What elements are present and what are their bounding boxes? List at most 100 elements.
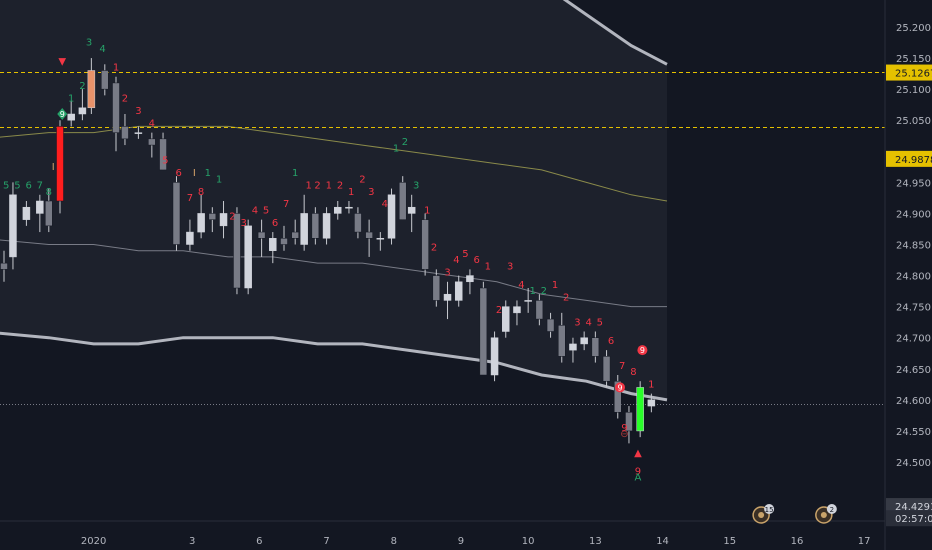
- candle: [602, 350, 611, 388]
- count-label: 7: [37, 181, 43, 192]
- candle: [101, 64, 109, 96]
- candle-body: [9, 194, 17, 258]
- candle: [121, 114, 129, 146]
- candle: [219, 201, 228, 239]
- candle-body: [502, 306, 510, 332]
- price-label-bg: [886, 498, 932, 515]
- candle: [56, 120, 64, 214]
- candle: [535, 294, 544, 326]
- count-label: 1: [205, 168, 211, 179]
- candle: [569, 337, 577, 363]
- candle: [636, 381, 644, 438]
- candle: [365, 219, 373, 257]
- candle: [172, 176, 181, 251]
- price-label-text: 02:57:09: [895, 514, 932, 525]
- count-label: 2: [431, 243, 437, 254]
- event-badge-count-bg: [826, 504, 837, 514]
- time-tick-label: 10: [522, 536, 535, 547]
- event-badge-count-bg: [764, 504, 775, 514]
- count-label: I: [52, 162, 55, 173]
- candle-body: [22, 206, 31, 220]
- candle: [398, 176, 407, 220]
- event-badge-core: [820, 512, 827, 518]
- candle-body: [148, 138, 156, 146]
- candle: [257, 219, 266, 257]
- candle-body: [387, 194, 396, 239]
- count-label: I: [193, 168, 196, 179]
- candle-body: [257, 231, 266, 239]
- price-tick-label: 25.200: [896, 23, 931, 34]
- candle: [614, 375, 622, 419]
- candle: [280, 225, 288, 251]
- candle: [580, 331, 588, 351]
- count-label: 5: [162, 156, 168, 167]
- bollinger-bands: [0, 0, 668, 402]
- time-tick-label: 17: [858, 536, 871, 547]
- candle: [244, 219, 252, 295]
- candle-body: [466, 275, 474, 283]
- candles: [0, 58, 656, 444]
- event-badge[interactable]: 2: [815, 504, 837, 524]
- candle-body: [233, 213, 241, 289]
- candle: [67, 101, 75, 127]
- candle: [148, 132, 156, 158]
- count-label: 3: [507, 261, 513, 272]
- event-badge[interactable]: 15: [752, 504, 775, 524]
- signal-glyph: ▼: [58, 56, 66, 67]
- candle-body: [78, 107, 87, 115]
- count-label: 3: [574, 317, 580, 328]
- candle-body: [625, 412, 633, 432]
- price-label: 02:57:09: [886, 510, 932, 527]
- candle: [78, 89, 87, 121]
- count-label: 1: [326, 181, 332, 192]
- candle-body: [280, 238, 288, 245]
- candle: [387, 188, 396, 245]
- event-badge-count: 2: [830, 506, 834, 514]
- candle: [197, 194, 205, 239]
- count-label: 8: [630, 367, 636, 378]
- count-label: 1: [113, 63, 119, 74]
- candle-body: [134, 132, 143, 134]
- candle-body: [159, 138, 167, 171]
- price-tick-label: 24.700: [896, 334, 931, 345]
- count-label: 5: [462, 249, 468, 260]
- candle-body: [535, 300, 544, 320]
- count-label: 5: [3, 181, 9, 192]
- candle-body: [197, 213, 205, 233]
- count-label: 1: [68, 94, 74, 105]
- count-label: 1: [648, 379, 654, 390]
- price-axis[interactable]: 25.200 25.150 25.100 25.050 24.950 24.900 24.8…: [886, 23, 932, 527]
- count-label: 1: [393, 143, 399, 154]
- time-tick-label: 16: [791, 536, 804, 547]
- candle: [376, 232, 385, 251]
- signal-circle: [615, 382, 625, 393]
- candle: [208, 207, 217, 233]
- count-label: 1: [216, 174, 222, 185]
- candle: [443, 281, 452, 320]
- candle-body: [219, 213, 228, 227]
- candle-body: [0, 262, 8, 270]
- count-label: 7: [283, 199, 289, 210]
- band-fill: [0, 0, 667, 400]
- price-label-text: 25.1267: [895, 69, 932, 80]
- candle-body: [513, 306, 521, 314]
- candle-body: [376, 238, 385, 240]
- candle-body: [602, 356, 611, 382]
- time-tick-label: 13: [589, 536, 602, 547]
- count-label: 1: [529, 286, 535, 297]
- candle: [311, 207, 320, 245]
- event-badge-count: 15: [765, 506, 774, 514]
- count-label: 1: [348, 187, 354, 198]
- candle: [421, 213, 429, 276]
- candle: [454, 275, 463, 307]
- price-tick-label: 24.650: [896, 365, 931, 376]
- count-label: 2: [314, 181, 320, 192]
- candle-body: [490, 337, 499, 376]
- count-label: 2: [402, 137, 408, 148]
- candle-body: [45, 200, 53, 227]
- candle: [345, 201, 353, 214]
- count-label: 7: [187, 193, 193, 204]
- candle: [479, 281, 488, 376]
- price-label-bg: [886, 64, 932, 81]
